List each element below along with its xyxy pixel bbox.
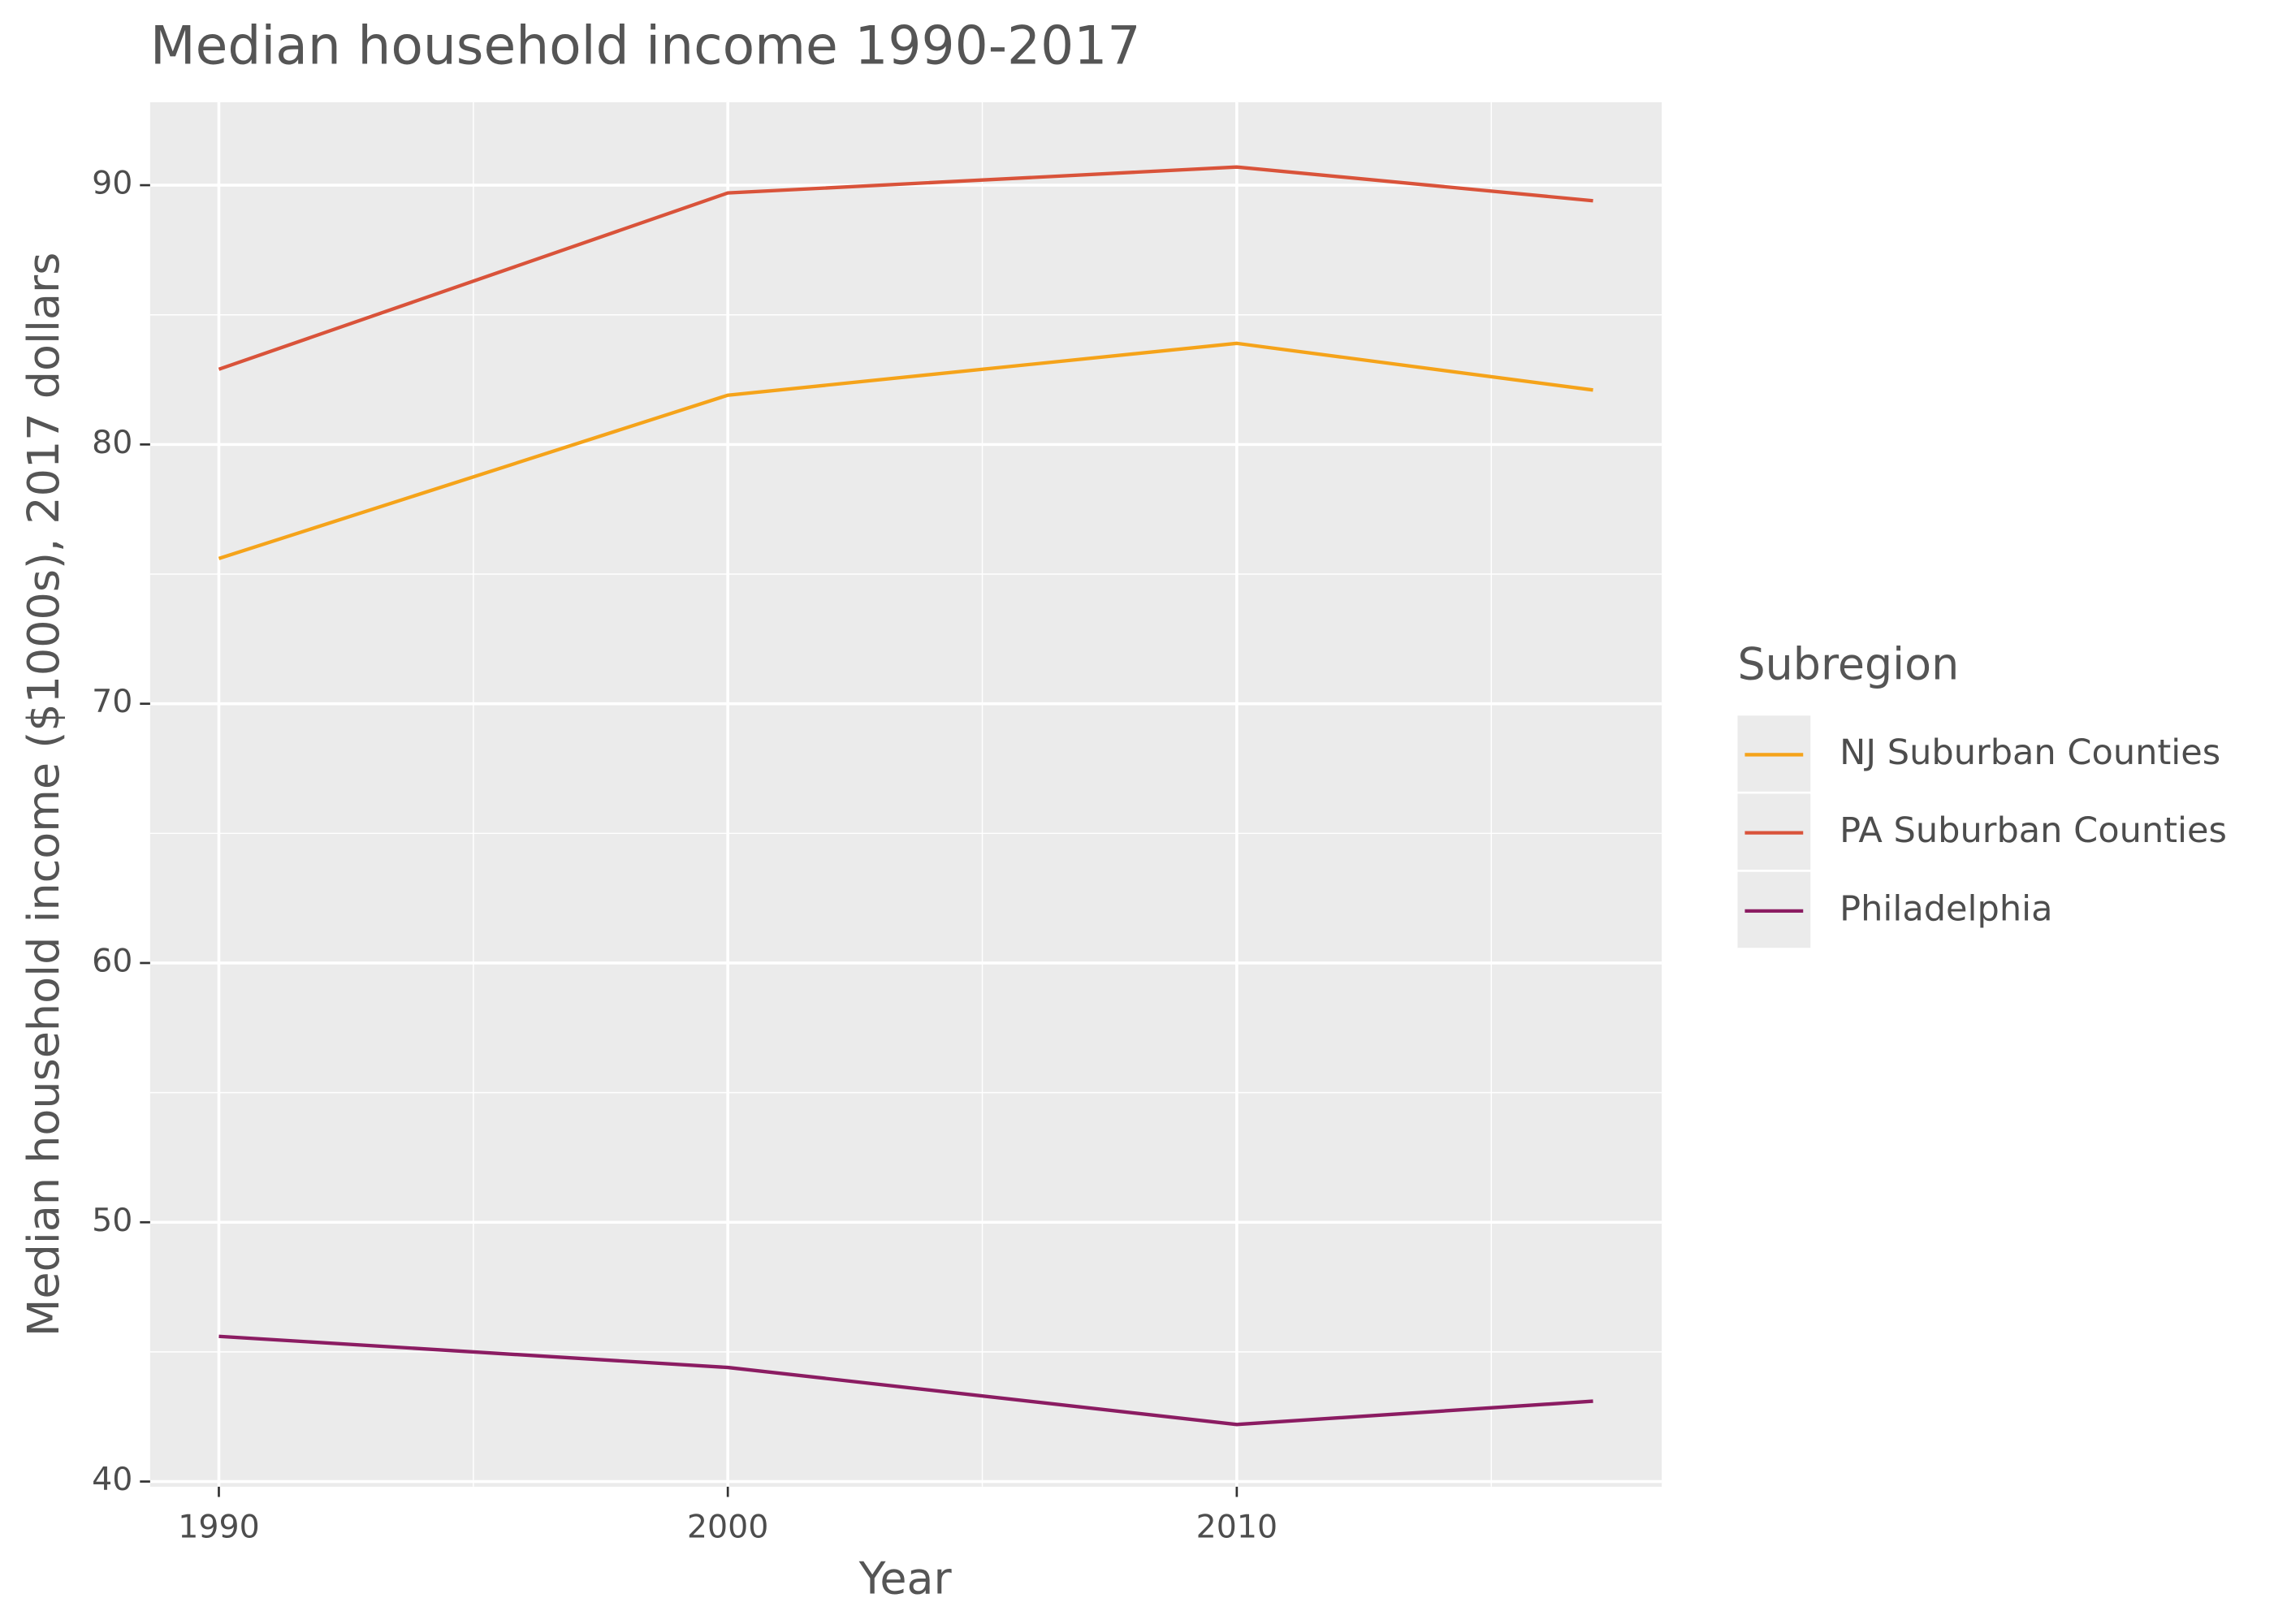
- plot-panel: [149, 102, 1662, 1487]
- y-tick-label: 50: [92, 1202, 132, 1239]
- legend-label: PA Suburban Counties: [1840, 810, 2227, 851]
- legend-label: Philadelphia: [1840, 888, 2052, 929]
- x-tick-label: 1990: [178, 1509, 259, 1546]
- y-axis-title: Median household income ($1000s), 2017 d…: [18, 253, 69, 1337]
- series-line: [218, 165, 1593, 371]
- y-tick-label: 80: [92, 424, 132, 461]
- x-tick-label: 2000: [687, 1509, 768, 1546]
- chart-title: Median household income 1990-2017: [150, 16, 1141, 77]
- series-line: [218, 1334, 1593, 1427]
- legend-title: Subregion: [1737, 639, 1959, 690]
- x-tick-label: 2010: [1196, 1509, 1278, 1546]
- legend-label: NJ Suburban Counties: [1840, 732, 2220, 773]
- y-tick-label: 90: [92, 165, 132, 202]
- y-tick-label: 60: [92, 942, 132, 979]
- x-axis-title: Year: [858, 1553, 953, 1604]
- series-line: [218, 341, 1593, 560]
- y-tick-label: 70: [92, 683, 132, 720]
- y-tick-label: 40: [92, 1461, 132, 1498]
